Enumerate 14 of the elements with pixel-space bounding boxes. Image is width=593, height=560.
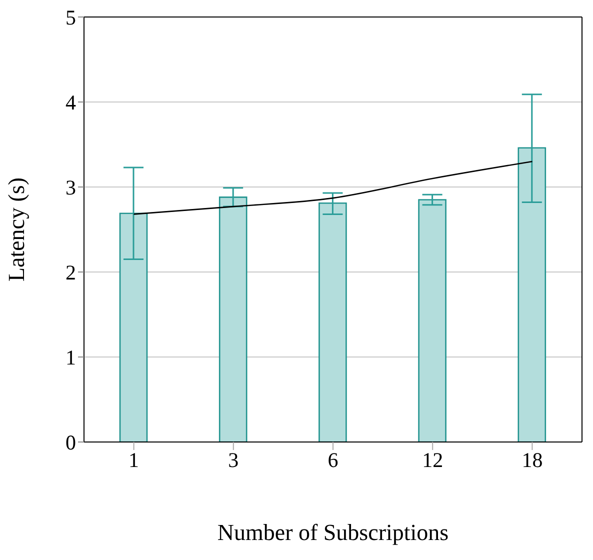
- x-tick-label: 12: [422, 448, 444, 472]
- y-tick-label: 3: [66, 175, 76, 200]
- y-axis-title: Latency (s): [4, 177, 30, 282]
- x-tick-label: 18: [522, 448, 543, 472]
- y-tick-label: 1: [66, 345, 76, 370]
- x-tick-label: 3: [228, 448, 239, 472]
- x-axis-title: Number of Subscriptions: [217, 520, 449, 545]
- y-tick-label: 4: [66, 90, 76, 114]
- y-tick-label: 0: [66, 430, 76, 454]
- x-tick-label: 6: [328, 448, 338, 472]
- line-series: [133, 160, 533, 215]
- x-tick-label: 1: [128, 448, 140, 472]
- y-tick-label: 5: [66, 5, 76, 30]
- y-tick-label: 2: [66, 260, 76, 284]
